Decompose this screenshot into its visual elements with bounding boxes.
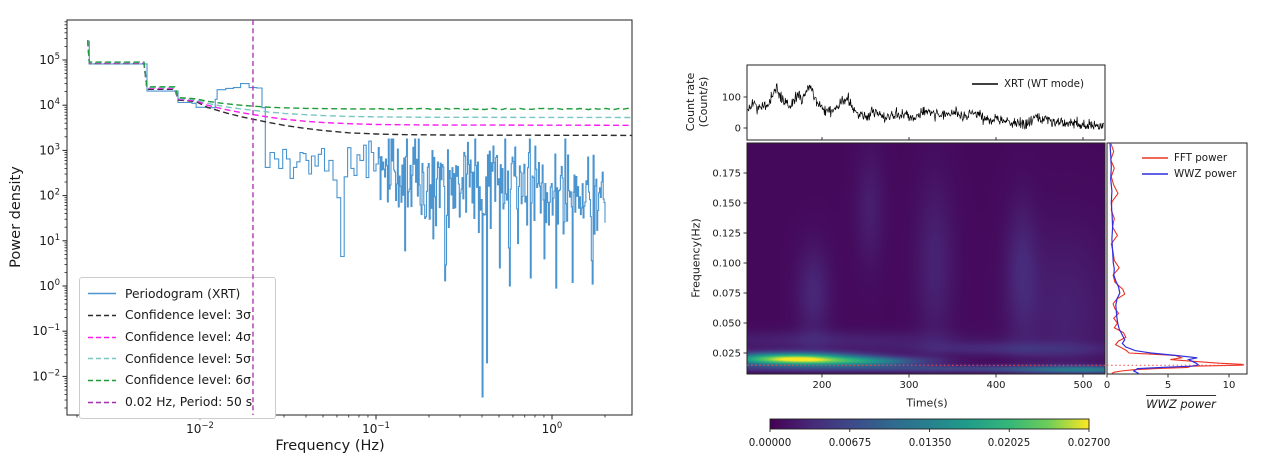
periodogram-line-swatch [88, 293, 116, 295]
profile-x-tick-label: 10 [1223, 380, 1236, 391]
map-y-tick-label: 0.075 [712, 289, 741, 300]
map-y-tick-label: 0.100 [712, 259, 741, 270]
heatmap-border [746, 142, 1106, 375]
colorbar-tick-label: 0.02700 [1067, 437, 1111, 449]
legend-label: 0.02 Hz, Period: 50 s [125, 395, 253, 410]
colorbar-tick-label: 0.00000 [748, 437, 792, 449]
left-yaxis-label: Power density [8, 166, 24, 268]
wwz-spectrogram-heatmap [747, 143, 1105, 374]
map-y-tick-label: 0.025 [712, 349, 741, 360]
sigma4-line-swatch [88, 336, 116, 338]
confidence-line-4sigma [87, 40, 633, 111]
y-tick-label: 10−1 [32, 323, 60, 338]
sigma3-line-swatch [88, 314, 116, 317]
legend-item-4sigma: Confidence level: 4σ [87, 330, 268, 344]
sigma6-line-swatch [88, 379, 116, 382]
map-yaxis-label: Frequency(Hz) [689, 218, 703, 298]
y-tick-label: 102 [39, 188, 60, 203]
legend-label: WWZ power [1174, 168, 1237, 180]
confidence-line-1sigma [87, 40, 633, 137]
profile-xaxis-label: WWZ power [1146, 395, 1216, 411]
map-y-tick-label: 0.125 [712, 229, 741, 240]
legend-label: Confidence level: 6σ [125, 373, 251, 388]
legend-item-6sigma: Confidence level: 6σ [87, 373, 268, 387]
wwz-power-line [1109, 142, 1200, 374]
lightcurve-legend: XRT (WT mode) [972, 78, 1084, 90]
colorbar-gradient [770, 419, 1089, 429]
profile-panel-border [1106, 142, 1248, 375]
colorbar-tick-label: 0.00675 [828, 437, 872, 449]
sigma5-line-swatch [88, 357, 116, 360]
left-plot-border [66, 19, 633, 416]
legend-label: FFT power [1174, 152, 1228, 164]
legend-item-5sigma: Confidence level: 5σ [87, 352, 268, 366]
y-tick-label: 105 [39, 52, 60, 67]
legend-label: Periodogram (XRT) [125, 286, 241, 301]
fft-line-swatch [1142, 157, 1168, 159]
y-tick-label: 100 [39, 278, 60, 293]
profile-x-tick-label: 0 [1104, 380, 1110, 391]
left-xaxis-label: Frequency (Hz) [275, 438, 385, 454]
map-y-tick-label: 0.150 [712, 199, 741, 210]
x-tick-label: 100 [542, 421, 563, 436]
legend-label: XRT (WT mode) [1004, 78, 1085, 90]
legend-item-fft: FFT power [1142, 152, 1237, 164]
profile-x-tick-label: 5 [1165, 380, 1171, 391]
y-tick-label: 101 [39, 233, 60, 248]
profile-legend: FFT power WWZ power [1142, 152, 1237, 180]
map-y-tick-label: 0.050 [712, 319, 741, 330]
lightcurve-yaxis-label: Count rate (Count/s) [684, 73, 710, 132]
legend-label: Confidence level: 5σ [125, 351, 251, 366]
legend-label: Confidence level: 4σ [125, 330, 251, 345]
periodogram-line [87, 40, 606, 398]
legend-item-periodogram: Periodogram (XRT) [87, 287, 268, 301]
confidence-line-2sigma [87, 40, 633, 126]
vline-swatch [88, 401, 116, 403]
y-tick-label: 10−2 [32, 368, 60, 383]
x-tick-label: 10−2 [186, 421, 214, 436]
lc-y-tick-label: 0 [735, 124, 741, 135]
wwz-line-swatch [1142, 173, 1168, 175]
lightcurve-line [746, 83, 1104, 131]
legend-item-wwz: WWZ power [1142, 168, 1237, 180]
map-x-tick-label: 400 [986, 380, 1005, 391]
wwz-power-text: WWZ power [1146, 395, 1216, 411]
map-x-tick-label: 500 [1073, 380, 1092, 391]
map-xaxis-label: Time(s) [906, 396, 948, 410]
confidence-line-3sigma [87, 40, 633, 119]
xrt-line-swatch [972, 83, 998, 85]
map-y-tick-label: 0.175 [712, 169, 741, 180]
y-tick-label: 104 [39, 97, 60, 112]
legend-item-vline: 0.02 Hz, Period: 50 s [87, 395, 268, 409]
legend-item-3sigma: Confidence level: 3σ [87, 308, 268, 322]
count-unit-text: (Count/s) [697, 76, 710, 128]
lightcurve-panel-border [746, 64, 1106, 141]
y-tick-label: 103 [39, 142, 60, 157]
map-x-tick-label: 300 [899, 380, 918, 391]
legend-label: Confidence level: 3σ [125, 308, 251, 323]
count-rate-text: Count rate [683, 72, 697, 132]
colorbar-tick-label: 0.02025 [987, 437, 1031, 449]
colorbar-border [769, 418, 1090, 430]
lc-y-tick-label: 100 [722, 93, 741, 104]
x-tick-label: 10−1 [362, 421, 390, 436]
left-legend: Periodogram (XRT) Confidence level: 3σ C… [79, 277, 276, 419]
colorbar-tick-label: 0.01350 [908, 437, 952, 449]
map-x-tick-label: 200 [812, 380, 831, 391]
